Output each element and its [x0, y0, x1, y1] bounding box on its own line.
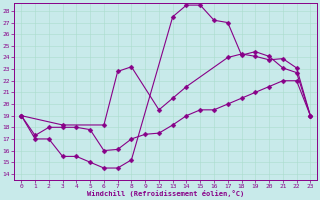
X-axis label: Windchill (Refroidissement éolien,°C): Windchill (Refroidissement éolien,°C) — [87, 190, 244, 197]
